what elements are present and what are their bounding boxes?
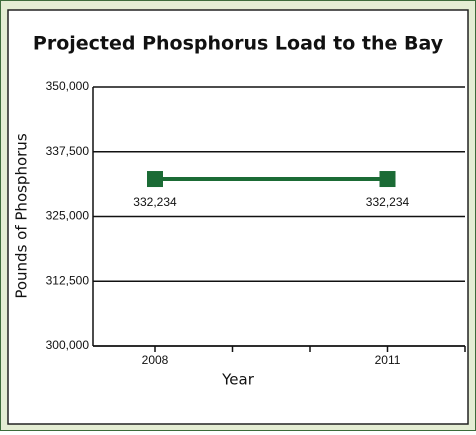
- data-label: 332,234: [133, 195, 177, 209]
- chart-title: Projected Phosphorus Load to the Bay: [33, 33, 444, 55]
- x-axis-label: Year: [221, 371, 255, 389]
- y-axis-label: Pounds of Phosphorus: [13, 133, 31, 298]
- y-tick-label: 300,000: [46, 338, 90, 352]
- point: [147, 171, 163, 188]
- data-label: 332,234: [366, 195, 410, 209]
- x-tick-label: 2011: [375, 353, 401, 367]
- y-tick-label: 337,500: [46, 144, 90, 158]
- y-tick-label: 350,000: [46, 79, 90, 93]
- x-tick-label: 2008: [142, 353, 169, 367]
- y-tick-label: 312,500: [46, 273, 90, 287]
- y-tick-label: 325,000: [46, 209, 90, 223]
- point: [379, 171, 396, 188]
